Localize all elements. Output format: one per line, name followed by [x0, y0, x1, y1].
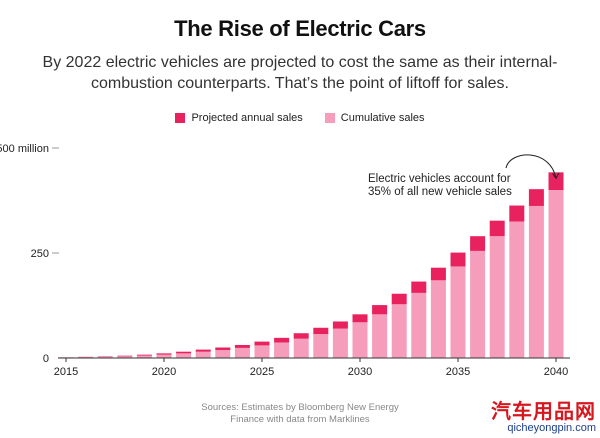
watermark-url: qicheyongpin.com	[507, 422, 596, 434]
watermark-name: 汽车用品网	[491, 399, 596, 423]
bar-cumulative	[215, 350, 231, 358]
y-tick-label: 500 million	[0, 143, 49, 155]
bar-cumulative	[430, 280, 446, 358]
bar-annual	[274, 337, 290, 343]
bar-cumulative	[293, 338, 309, 358]
bar-annual	[117, 355, 133, 357]
bar-annual	[293, 333, 309, 339]
bar-cumulative	[411, 292, 427, 358]
bar-annual	[411, 281, 427, 293]
source-note: Sources: Estimates by Bloomberg New Ener…	[0, 402, 600, 426]
legend-item-cumulative: Cumulative sales	[324, 112, 425, 124]
chart-legend: Projected annual sales Cumulative sales	[0, 112, 600, 124]
legend-label-annual: Projected annual sales	[191, 112, 303, 124]
source-line-2: Finance with data from Marklines	[230, 414, 370, 425]
bar-annual	[332, 321, 348, 329]
bar-annual	[156, 353, 172, 355]
bar-cumulative	[391, 304, 407, 358]
bar-cumulative	[313, 334, 329, 358]
legend-label-cumulative: Cumulative sales	[340, 112, 425, 124]
x-tick-label: 2030	[348, 366, 372, 378]
y-tick-label: 0	[43, 353, 49, 365]
bar-annual	[313, 327, 329, 335]
bar-annual	[489, 220, 505, 237]
bar-annual	[391, 293, 407, 305]
bar-cumulative	[274, 342, 290, 358]
bar-annual	[450, 252, 466, 267]
annotation-line-1: Electric vehicles account for	[368, 173, 511, 185]
bar-cumulative	[234, 347, 250, 358]
source-line-1: Sources: Estimates by Bloomberg New Ener…	[201, 402, 399, 413]
bar-annual	[509, 205, 525, 222]
bar-cumulative	[195, 351, 211, 358]
bar-cumulative	[509, 221, 525, 358]
bar-cumulative	[352, 322, 368, 358]
bar-annual	[234, 344, 250, 348]
bar-annual	[195, 349, 211, 352]
bar-cumulative	[372, 314, 388, 358]
x-tick-label: 2025	[250, 366, 274, 378]
x-tick-label: 2035	[446, 366, 470, 378]
bar-annual	[470, 236, 486, 251]
bar-annual	[215, 347, 231, 351]
bar-annual	[136, 354, 152, 356]
bar-cumulative	[548, 190, 564, 358]
stacked-bar-chart: 500 million 250 0 2015 2020 2025 2030 2035 2040 E…	[0, 143, 570, 378]
legend-item-annual: Projected annual sales	[175, 112, 303, 124]
chart-title: The Rise of Electric Cars	[174, 16, 426, 41]
annotation-arrowhead	[552, 172, 560, 180]
bar-cumulative	[450, 266, 466, 358]
bar-cumulative	[136, 355, 152, 358]
bar-annual	[176, 351, 192, 354]
bar-annual	[372, 305, 388, 315]
bar-cumulative	[528, 205, 544, 358]
x-tick-label: 2040	[544, 366, 568, 378]
bar-cumulative	[176, 353, 192, 358]
y-tick-label: 250	[31, 248, 49, 260]
bar-annual	[254, 341, 270, 346]
annotation-line-2: 35% of all new vehicle sales	[368, 186, 512, 198]
bar-cumulative	[156, 354, 172, 358]
bar-cumulative	[117, 356, 133, 358]
bar-cumulative	[97, 356, 113, 358]
annotation-arrow	[505, 154, 557, 179]
bar-annual	[430, 267, 446, 281]
bar-annual	[352, 314, 368, 323]
watermark: 汽车用品网 qicheyongpin.com	[491, 395, 596, 434]
x-tick-label: 2020	[152, 366, 176, 378]
legend-swatch-cumulative	[324, 113, 335, 123]
bar-annual	[528, 189, 544, 206]
bar-cumulative	[470, 250, 486, 358]
chart-subtitle: By 2022 electric vehicles are projected …	[42, 54, 558, 92]
bar-cumulative	[489, 236, 505, 358]
x-tick-label: 2015	[54, 366, 78, 378]
bar-cumulative	[332, 328, 348, 358]
bar-cumulative	[254, 345, 270, 358]
legend-swatch-annual	[175, 113, 186, 123]
bar-annual	[548, 172, 564, 190]
